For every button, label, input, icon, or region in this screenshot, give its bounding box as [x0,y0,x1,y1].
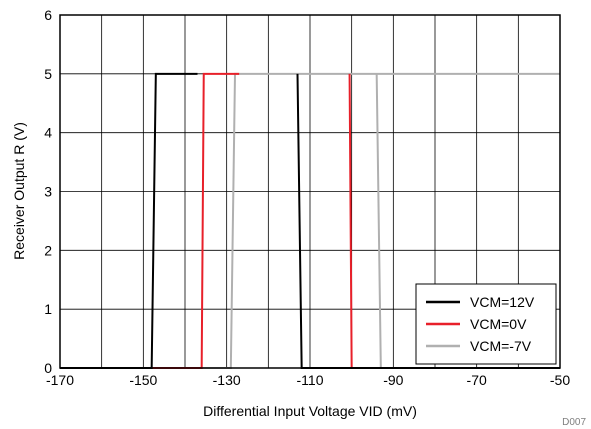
legend-label: VCM=-7V [470,338,532,354]
y-tick-label: 2 [44,242,52,258]
legend-label: VCM=12V [470,294,535,310]
y-tick-labels: 0 1 2 3 4 5 6 [44,7,52,376]
x-tick-label: -70 [467,372,487,388]
x-tick-label: -170 [46,372,74,388]
y-tick-label: 5 [44,66,52,82]
x-tick-label: -90 [383,372,403,388]
y-tick-label: 3 [44,184,52,200]
y-tick-label: 0 [44,360,52,376]
figure-code: D007 [562,417,586,428]
series-line-vcm-12v [60,72,198,369]
legend: VCM=12V VCM=0V VCM=-7V [415,283,557,365]
y-axis-label: Receiver Output R (V) [11,122,27,260]
x-tick-label: -150 [129,372,157,388]
x-tick-labels: -170 -150 -130 -110 -90 -70 -50 [46,372,570,388]
x-tick-label: -130 [213,372,241,388]
x-tick-label: -110 [297,372,324,388]
y-tick-label: 4 [44,125,52,141]
y-tick-label: 6 [44,7,52,23]
legend-label: VCM=0V [470,316,527,332]
y-tick-label: 1 [44,301,52,317]
plot-frame [59,14,561,369]
x-tick-label: -50 [550,372,570,388]
series-line-vcm-0v [60,72,240,369]
x-axis-label: Differential Input Voltage VID (mV) [203,403,417,419]
